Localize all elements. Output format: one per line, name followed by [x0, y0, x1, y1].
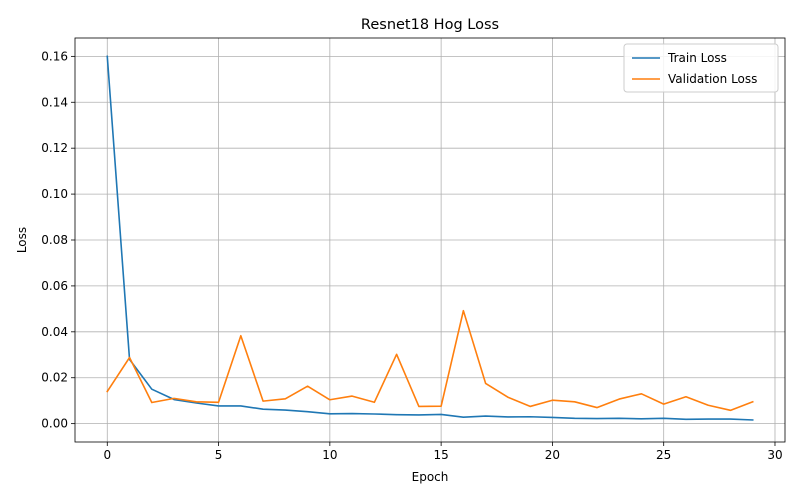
y-tick-label: 0.10	[41, 187, 68, 201]
y-tick-label: 0.08	[41, 233, 68, 247]
legend-label: Train Loss	[667, 51, 727, 65]
legend-label: Validation Loss	[668, 72, 757, 86]
x-tick-label: 15	[433, 448, 448, 462]
x-axis-label: Epoch	[412, 470, 449, 484]
legend: Train Loss Validation Loss	[623, 43, 779, 93]
y-tick-label: 0.12	[41, 141, 68, 155]
y-tick-label: 0.06	[41, 279, 68, 293]
y-tick-label: 0.14	[41, 95, 68, 109]
series-lines	[106, 55, 754, 421]
x-tick-label: 10	[322, 448, 337, 462]
x-tick-label: 5	[215, 448, 223, 462]
x-tick-label: 30	[767, 448, 782, 462]
grid	[75, 38, 785, 442]
chart-title: Resnet18 Hog Loss	[361, 17, 499, 33]
y-tick-label: 0.00	[41, 417, 68, 431]
legend-box	[623, 43, 779, 93]
y-tick-label: 0.04	[41, 325, 68, 339]
y-axis-label: Loss	[15, 227, 29, 253]
axis-ticks: 0 5 10 15 20 25 30 0.00 0.02 0.04 0.06 0.08 0.10 0.12…	[41, 49, 782, 462]
series-line-train-loss	[106, 55, 754, 421]
x-tick-label: 0	[103, 448, 111, 462]
x-tick-label: 20	[545, 448, 560, 462]
y-tick-label: 0.02	[41, 371, 68, 385]
y-tick-label: 0.16	[41, 49, 68, 63]
series-line-validation-loss	[106, 309, 754, 412]
x-tick-label: 25	[656, 448, 671, 462]
